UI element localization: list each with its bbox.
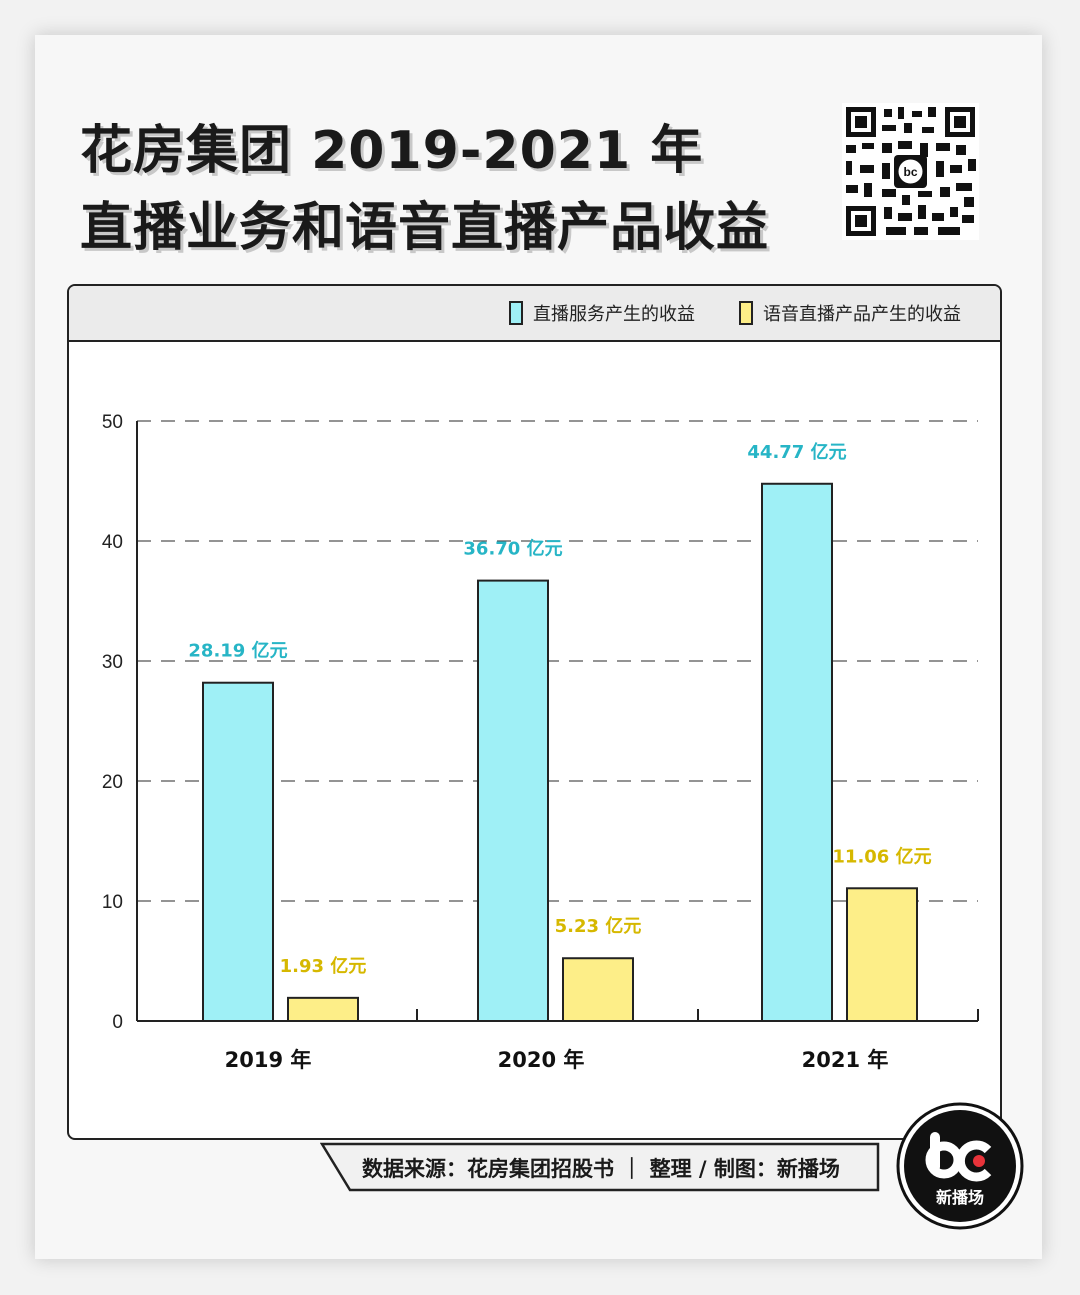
chart-panel: 直播服务产生的收益 语音直播产品产生的收益 — [67, 284, 1002, 1140]
legend-item-live-service: 直播服务产生的收益 — [509, 300, 695, 326]
legend-item-voice-product: 语音直播产品产生的收益 — [739, 300, 961, 326]
footer-tab — [320, 1142, 880, 1192]
legend-label-live-service: 直播服务产生的收益 — [533, 304, 695, 325]
legend: 直播服务产生的收益 语音直播产品产生的收益 — [69, 286, 1000, 342]
legend-swatch-voice-product — [739, 301, 753, 325]
data-source-note: 数据来源：花房集团招股书 ｜ 整理 / 制图：新播场 — [362, 1157, 840, 1181]
logo-text: 新播场 — [936, 1188, 984, 1207]
page-title-line-2: 直播业务和语音直播产品收益 — [80, 198, 770, 258]
bc-logo-icon: 新播场 — [896, 1102, 1024, 1230]
page-title-line-1: 花房集团 2019-2021 年 — [80, 121, 704, 181]
legend-label-voice-product: 语音直播产品产生的收益 — [763, 304, 961, 325]
svg-text:bc: bc — [903, 165, 917, 179]
qr-code-icon: bc — [842, 103, 979, 240]
legend-swatch-live-service — [509, 301, 523, 325]
